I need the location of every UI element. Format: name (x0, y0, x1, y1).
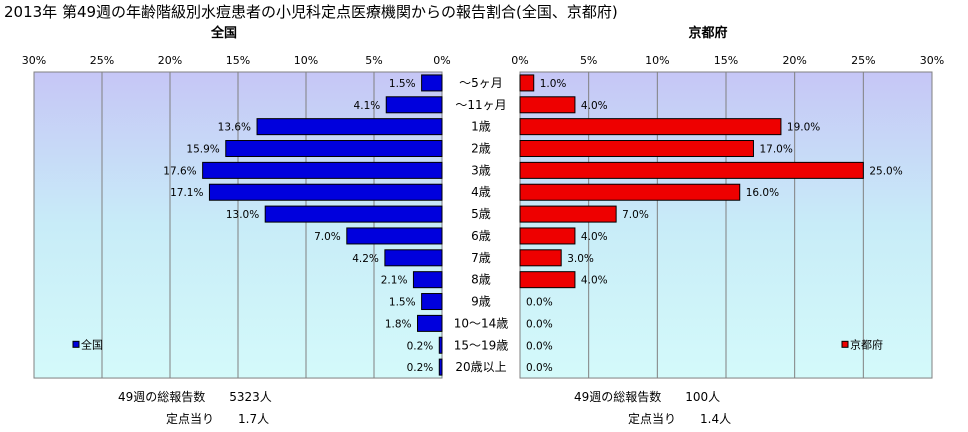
national-bar (384, 249, 443, 267)
category-label: 15〜19歳 (454, 338, 509, 352)
kyoto-data-label: 0.0% (526, 340, 553, 352)
kyoto-total-text: 49週の総報告数 100人 (574, 390, 721, 404)
category-label: 4歳 (471, 185, 491, 199)
national-bar (208, 183, 443, 201)
national-bar (421, 74, 443, 92)
category-label: 8歳 (471, 273, 491, 287)
national-x-tick-label: 20% (158, 54, 182, 67)
national-data-label: 4.1% (354, 100, 381, 112)
category-label: 3歳 (471, 163, 491, 177)
kyoto-data-label: 19.0% (787, 122, 820, 134)
kyoto-panel-title: 京都府 (688, 25, 727, 41)
kyoto-bar (519, 118, 782, 136)
national-bar (421, 293, 443, 311)
national-bar (202, 161, 443, 179)
kyoto-x-tick-label: 30% (920, 54, 944, 67)
national-x-tick-label: 15% (226, 54, 250, 67)
kyoto-data-label: 0.0% (526, 297, 553, 309)
national-data-label: 17.1% (170, 187, 203, 199)
kyoto-data-label: 25.0% (869, 165, 902, 177)
national-data-label: 1.8% (385, 318, 412, 330)
kyoto-data-label: 4.0% (581, 231, 608, 243)
kyoto-x-tick-label: 10% (645, 54, 669, 67)
national-bar (264, 205, 443, 223)
category-label: 6歳 (471, 229, 491, 243)
kyoto-bar (519, 183, 741, 201)
category-label: 10〜14歳 (454, 316, 509, 330)
kyoto-x-tick-label: 0% (511, 54, 528, 67)
national-bar (225, 140, 443, 158)
kyoto-bar (519, 74, 535, 92)
national-bar (412, 271, 443, 289)
kyoto-data-label: 17.0% (759, 144, 792, 156)
kyoto-legend-label: 京都府 (850, 337, 883, 351)
kyoto-bar (519, 271, 576, 289)
national-data-label: 13.0% (226, 209, 259, 221)
national-x-tick-label: 25% (90, 54, 114, 67)
category-label: 2歳 (471, 142, 491, 156)
national-data-label: 17.6% (163, 165, 196, 177)
kyoto-data-label: 0.0% (526, 318, 553, 330)
kyoto-bar (519, 205, 617, 223)
category-label: 1歳 (471, 120, 491, 134)
national-data-label: 7.0% (314, 231, 341, 243)
category-label: 5歳 (471, 207, 491, 221)
national-total-text: 49週の総報告数 5323人 (118, 390, 272, 404)
national-legend-label: 全国 (81, 337, 103, 351)
category-label: 〜11ヶ月 (455, 98, 506, 112)
kyoto-data-label: 4.0% (581, 275, 608, 287)
national-per-site-text: 定点当り 1.7人 (166, 412, 270, 426)
national-data-label: 0.2% (407, 362, 434, 374)
kyoto-x-tick-label: 15% (714, 54, 738, 67)
kyoto-x-tick-label: 20% (782, 54, 806, 67)
kyoto-x-tick-label: 25% (851, 54, 875, 67)
kyoto-bar (519, 140, 754, 158)
kyoto-data-label: 0.0% (526, 362, 553, 374)
category-label: 7歳 (471, 251, 491, 265)
kyoto-bar (519, 249, 562, 267)
kyoto-bar (519, 161, 864, 179)
national-bar (438, 336, 443, 354)
kyoto-x-tick-label: 5% (580, 54, 597, 67)
chart-svg: 30% 25% 20% 15% 10% 5% 0% 0% 5% 10% 15% 20% 25% 30% 全国… (22, 25, 944, 379)
national-bar (417, 314, 443, 332)
national-panel-title: 全国 (210, 25, 237, 41)
national-data-label: 4.2% (352, 253, 379, 265)
national-x-tick-label: 5% (365, 54, 382, 67)
national-data-label: 13.6% (218, 122, 251, 134)
national-bar (438, 358, 443, 376)
national-bar (256, 118, 443, 136)
national-data-label: 2.1% (381, 275, 408, 287)
national-legend-swatch (72, 340, 80, 348)
kyoto-data-label: 7.0% (622, 209, 649, 221)
national-data-label: 0.2% (407, 340, 434, 352)
kyoto-data-label: 1.0% (540, 78, 567, 90)
national-x-tick-label: 0% (433, 54, 450, 67)
kyoto-bar (519, 96, 576, 114)
category-label: 〜5ヶ月 (459, 76, 503, 90)
kyoto-per-site-text: 定点当り 1.4人 (628, 412, 732, 426)
kyoto-bar (519, 227, 576, 245)
national-data-label: 1.5% (389, 297, 416, 309)
kyoto-data-label: 3.0% (567, 253, 594, 265)
national-bar (385, 96, 443, 114)
national-x-tick-label: 10% (294, 54, 318, 67)
category-label: 9歳 (471, 295, 491, 309)
national-data-label: 15.9% (186, 144, 219, 156)
kyoto-data-label: 16.0% (746, 187, 779, 199)
chart-title: 2013年 第49週の年齢階級別水痘患者の小児科定点医療機関からの報告割合(全国… (4, 3, 618, 21)
national-x-tick-label: 30% (22, 54, 46, 67)
kyoto-data-label: 4.0% (581, 100, 608, 112)
kyoto-legend-swatch (841, 340, 849, 348)
category-label: 20歳以上 (455, 360, 506, 374)
national-data-label: 1.5% (389, 78, 416, 90)
national-bar (346, 227, 443, 245)
